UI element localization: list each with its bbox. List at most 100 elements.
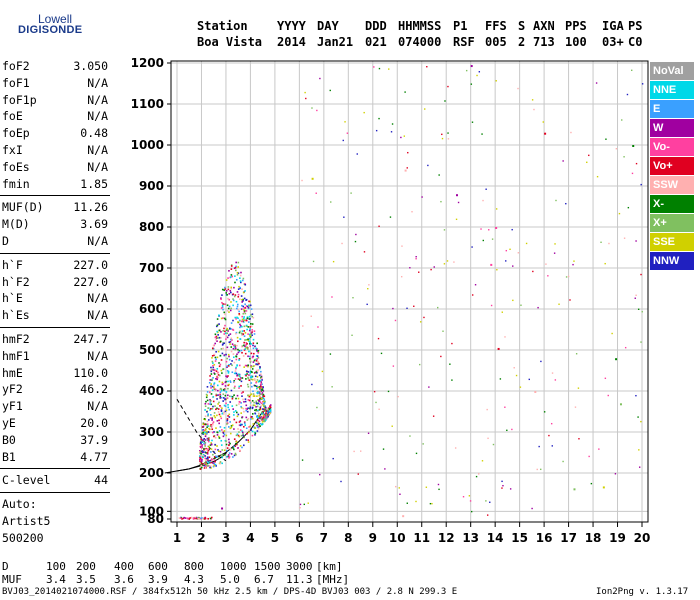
sparse-echo [569,299,571,301]
echo-point [253,365,255,367]
echo-point [219,405,221,407]
param-label: yF2 [2,382,23,397]
sparse-echo [400,136,402,139]
echo-point [225,353,227,356]
echo-point [214,460,216,463]
echo-point [203,418,206,420]
echo-point [183,516,185,519]
echo-point [261,413,263,415]
echo-point [210,516,213,519]
echo-point [221,381,224,384]
echo-point [201,456,204,459]
x-tick-label: 11 [413,531,430,545]
echo-point [229,328,231,331]
sparse-echo [551,445,553,447]
sparse-echo [378,408,380,410]
sparse-echo [505,249,508,252]
echo-point [264,413,266,415]
sparse-echo [537,306,539,309]
logo-digisonde: DIGISONDE [18,24,83,36]
sparse-echo [618,212,621,215]
echo-point [218,413,221,416]
echo-point [234,445,237,447]
echo-point [211,355,214,357]
echo-point [219,387,222,390]
echo-point [242,321,245,323]
echo-point [262,416,265,419]
echo-point [245,416,248,419]
sparse-echo [551,372,554,374]
header-column-1: YYYY [277,19,306,33]
echo-point [259,366,261,368]
echo-point [241,423,243,426]
echo-point [233,438,236,440]
echo-point [232,299,235,302]
echo-point [210,467,212,469]
echo-point [258,374,261,377]
sparse-echo [487,437,489,440]
echo-point [233,394,235,396]
scattered-echo [203,517,206,520]
sparse-echo [331,296,333,298]
sparse-echo [470,83,473,85]
param-label: hmF1 [2,348,30,363]
header-value-5: RSF [453,35,475,49]
echo-point [236,344,238,347]
footer-muf-value-8: [MHz] [316,573,350,586]
echo-point [251,407,254,410]
echo-point [239,424,242,427]
echo-point [229,327,231,330]
echo-point [211,378,213,381]
sparse-echo [319,473,321,476]
echo-point [237,340,239,343]
echo-point [222,303,224,305]
echo-point [216,378,218,381]
file-info: BVJ03_2014021074000.RSF / 384fx512h 50 k… [2,587,458,597]
echo-point [250,332,253,334]
echo-point [198,518,201,520]
echo-point [237,321,239,323]
scattered-echo [619,403,622,406]
echo-point [229,276,232,278]
echo-point [238,313,240,315]
echo-point [205,517,208,520]
y-tick-label: 300 [139,425,164,439]
echo-point [264,410,266,412]
echo-point [253,352,255,355]
echo-point [235,411,238,414]
echo-point [239,429,242,431]
echo-point [221,352,224,355]
echo-point [200,517,202,519]
sparse-echo [590,482,593,485]
echo-point [213,373,216,375]
param-label: foE [2,109,23,124]
echo-point [245,344,247,346]
param-value: N/A [87,92,108,107]
sparse-echo [641,311,643,313]
echo-point [247,394,249,397]
echo-point [200,444,203,447]
echo-point [232,353,235,355]
echo-point [263,418,266,421]
echo-point [195,517,198,520]
echo-point [226,357,229,360]
echo-point [242,425,245,428]
param-label: C-level [2,473,51,488]
echo-point [216,434,219,436]
echo-point [210,442,212,444]
echo-point [189,517,191,519]
echo-point [211,424,214,426]
x-tick-label: 2 [197,531,205,545]
echo-point [216,456,219,458]
param-value: 11.26 [73,200,108,215]
echo-point [223,354,226,356]
echo-point [258,413,260,415]
plot-frame [170,60,649,523]
echo-point [255,405,257,408]
echo-point [214,336,217,339]
sparse-echo [480,228,482,230]
sparse-echo [453,261,455,263]
echo-point [222,388,225,391]
echo-point [255,363,257,365]
